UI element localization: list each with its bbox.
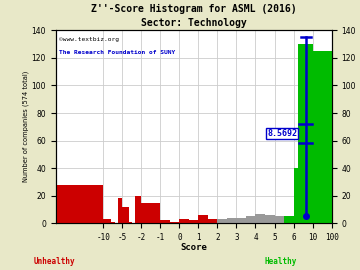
Y-axis label: Number of companies (574 total): Number of companies (574 total) [22,71,29,183]
Bar [246,216,256,223]
Bar [129,222,132,223]
Bar [103,219,111,223]
X-axis label: Score: Score [180,243,207,252]
Bar [275,216,284,223]
Bar [298,44,312,223]
Bar [312,51,332,223]
Bar [56,185,103,223]
Text: ©www.textbiz.org: ©www.textbiz.org [59,37,120,42]
Bar [256,214,265,223]
Text: Healthy: Healthy [265,257,297,266]
Bar [217,219,227,223]
Bar [111,222,115,223]
Bar [189,221,198,223]
Text: 8.5692: 8.5692 [267,129,297,138]
Text: Unhealthy: Unhealthy [33,257,75,266]
Bar [141,202,160,223]
Bar [227,218,237,223]
Bar [237,218,246,223]
Bar [160,221,170,223]
Bar [198,215,208,223]
Bar [265,215,275,223]
Title: Z''-Score Histogram for ASML (2016)
Sector: Technology: Z''-Score Histogram for ASML (2016) Sect… [91,4,296,28]
Bar [122,207,129,223]
Bar [118,198,122,223]
Text: The Research Foundation of SUNY: The Research Foundation of SUNY [59,50,176,55]
Bar [179,219,189,223]
Bar [284,216,293,223]
Bar [170,222,179,223]
Bar [293,168,298,223]
Bar [208,219,217,223]
Bar [135,196,141,223]
